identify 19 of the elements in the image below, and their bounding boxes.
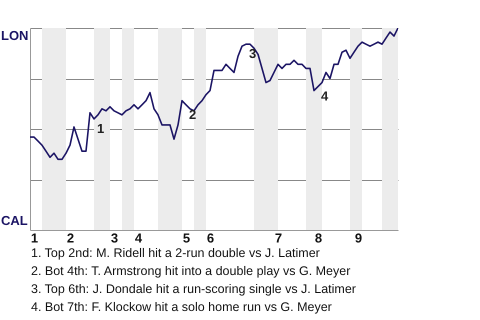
text: 1. Top 2nd: M. Ridell hit a 2-run double vs J. Latimer bbox=[31, 245, 321, 262]
text: 2. Bot 4th: T. Armstrong hit into a double play vs G. Meyer bbox=[31, 263, 352, 280]
text: CAL bbox=[1, 213, 28, 228]
x-tick-label: 1 bbox=[30, 230, 38, 246]
x-tick-label: 4 bbox=[134, 230, 143, 246]
text: 4. Bot 7th: F. Klockow hit a solo home run vs G. Meyer bbox=[31, 299, 333, 316]
annotation: 3 bbox=[249, 46, 256, 62]
annotation: 2 bbox=[189, 106, 196, 122]
x-tick-label: 5 bbox=[182, 230, 190, 246]
annotation: 4 bbox=[321, 88, 329, 104]
text: 3. Top 6th: J. Dondale hit a run-scoring single vs J. Latimer bbox=[31, 281, 356, 298]
x-tick-label: 2 bbox=[66, 230, 74, 246]
annotation: 1 bbox=[97, 120, 104, 136]
x-tick-label: 6 bbox=[206, 230, 214, 246]
x-tick-label: 8 bbox=[314, 230, 322, 246]
x-tick-label: 3 bbox=[110, 230, 118, 246]
x-tick-label: 7 bbox=[274, 230, 282, 246]
text: LON bbox=[1, 28, 28, 43]
x-tick-label: 9 bbox=[354, 230, 362, 246]
